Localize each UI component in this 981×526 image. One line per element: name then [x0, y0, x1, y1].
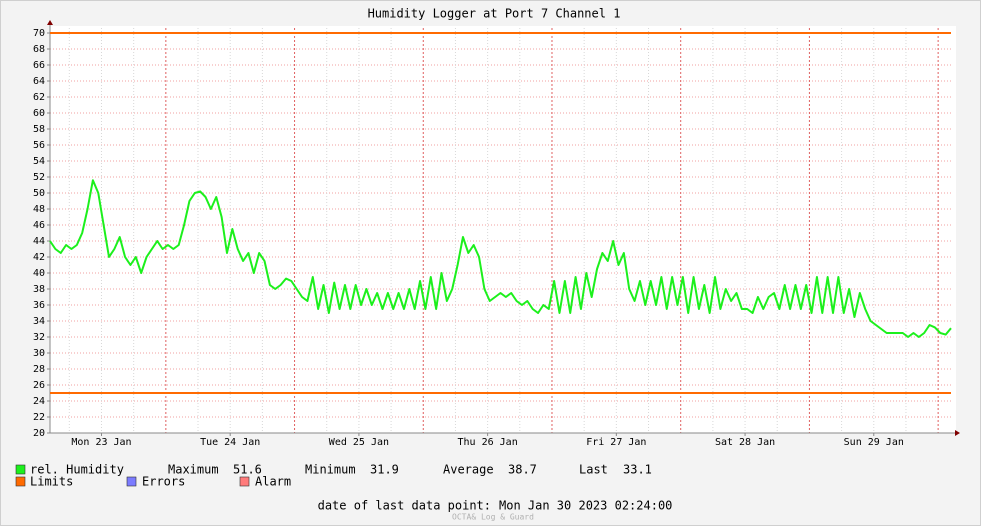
grid: 20 22 24 26 28 30 32 34 36 38 40 42 44 46 48 50 52 54 56 58…: [33, 20, 960, 448]
y-tick-label: 60: [33, 108, 45, 119]
y-tick-label: 48: [33, 204, 45, 215]
stat-label: Average: [443, 463, 494, 477]
x-tick-label: Thu 26 Jan: [458, 437, 518, 448]
x-tick-label: Tue 24 Jan: [200, 437, 260, 448]
x-tick-label: Sun 29 Jan: [844, 437, 904, 448]
data-line: [49, 179, 952, 338]
stat-value: 38.7: [508, 463, 537, 477]
stat-value: 33.1: [623, 463, 652, 477]
x-tick-label: Fri 27 Jan: [586, 437, 646, 448]
stat-label: Last: [579, 463, 608, 477]
stat-label: Minimum: [305, 463, 356, 477]
y-tick-label: 28: [33, 364, 45, 375]
y-tick-label: 46: [33, 220, 45, 231]
legend-label: rel. Humidity: [30, 463, 124, 477]
y-axis-arrow: [47, 20, 53, 25]
y-tick-label: 42: [33, 252, 45, 263]
stat-value: 31.9: [370, 463, 399, 477]
legend-swatch: [15, 476, 26, 487]
stat-label: Maximum: [168, 463, 219, 477]
legend-swatch: [15, 464, 26, 475]
y-tick-label: 30: [33, 348, 45, 359]
legend-label: Errors: [142, 475, 185, 489]
y-tick-label: 38: [33, 284, 45, 295]
y-tick-label: 62: [33, 92, 45, 103]
y-tick-label: 50: [33, 188, 45, 199]
y-tick-label: 20: [33, 428, 45, 439]
y-tick-label: 26: [33, 380, 45, 391]
footer-label: date of last data point:: [318, 499, 491, 513]
footer-value: Mon Jan 30 2023 02:24:00: [499, 499, 672, 513]
legend-swatch: [239, 476, 250, 487]
y-tick-label: 56: [33, 140, 45, 151]
y-tick-label: 64: [33, 76, 45, 87]
y-tick-label: 70: [33, 28, 45, 39]
y-tick-label: 44: [33, 236, 45, 247]
x-axis-arrow: [955, 430, 960, 436]
legend-label: Alarm: [255, 475, 291, 489]
y-tick-label: 32: [33, 332, 45, 343]
y-tick-label: 58: [33, 124, 45, 135]
legend: rel. Humidity Maximum 51.6 Minimum 31.9 Avera…: [15, 463, 652, 489]
y-tick-label: 36: [33, 300, 45, 311]
y-tick-label: 66: [33, 60, 45, 71]
y-tick-label: 22: [33, 412, 45, 423]
stat-value: 51.6: [233, 463, 262, 477]
legend-swatch: [126, 476, 137, 487]
x-tick-label: Wed 25 Jan: [329, 437, 389, 448]
x-tick-label: Sat 28 Jan: [715, 437, 775, 448]
y-tick-label: 52: [33, 172, 45, 183]
legend-label: Limits: [30, 475, 73, 489]
chart-title: Humidity Logger at Port 7 Channel 1: [368, 7, 621, 21]
y-tick-label: 40: [33, 268, 45, 279]
x-tick-label: Mon 23 Jan: [71, 437, 131, 448]
y-tick-label: 68: [33, 44, 45, 55]
y-tick-label: 54: [33, 156, 45, 167]
y-tick-label: 34: [33, 316, 45, 327]
y-tick-label: 24: [33, 396, 45, 407]
plot-area: [50, 26, 956, 433]
marks: [49, 32, 952, 394]
credit: OCTA& Log & Guard: [452, 513, 534, 522]
